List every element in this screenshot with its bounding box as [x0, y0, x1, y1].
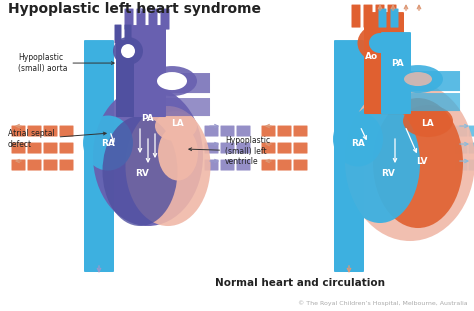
Ellipse shape: [93, 86, 203, 226]
FancyBboxPatch shape: [262, 160, 275, 170]
FancyBboxPatch shape: [237, 142, 250, 154]
FancyBboxPatch shape: [468, 160, 474, 170]
Ellipse shape: [113, 37, 143, 65]
Ellipse shape: [404, 72, 432, 86]
FancyBboxPatch shape: [375, 5, 384, 28]
Ellipse shape: [403, 105, 453, 137]
Ellipse shape: [102, 116, 177, 226]
Ellipse shape: [369, 33, 391, 53]
FancyBboxPatch shape: [165, 98, 210, 116]
FancyBboxPatch shape: [381, 32, 411, 114]
FancyBboxPatch shape: [27, 126, 42, 137]
Text: Hypoplastic left heart syndrome: Hypoplastic left heart syndrome: [8, 2, 261, 16]
FancyBboxPatch shape: [44, 160, 57, 170]
FancyBboxPatch shape: [116, 40, 134, 117]
FancyBboxPatch shape: [115, 25, 121, 44]
FancyBboxPatch shape: [277, 126, 292, 137]
Ellipse shape: [157, 72, 187, 90]
FancyBboxPatch shape: [410, 93, 460, 111]
FancyBboxPatch shape: [27, 142, 42, 154]
FancyBboxPatch shape: [334, 40, 364, 272]
Text: Hypoplastic
(small) aorta: Hypoplastic (small) aorta: [18, 53, 114, 73]
FancyBboxPatch shape: [455, 142, 467, 154]
FancyBboxPatch shape: [204, 142, 219, 154]
FancyBboxPatch shape: [137, 9, 146, 30]
FancyBboxPatch shape: [11, 142, 26, 154]
Text: RV: RV: [381, 169, 395, 178]
FancyBboxPatch shape: [60, 142, 73, 154]
FancyBboxPatch shape: [277, 160, 292, 170]
Ellipse shape: [158, 126, 198, 180]
Text: LV: LV: [416, 156, 428, 165]
Text: Ao: Ao: [365, 52, 379, 61]
FancyBboxPatch shape: [410, 71, 460, 91]
Text: LA: LA: [422, 118, 434, 128]
Ellipse shape: [155, 111, 197, 141]
Ellipse shape: [340, 103, 420, 223]
Text: LA: LA: [172, 118, 184, 128]
Ellipse shape: [357, 24, 402, 62]
Ellipse shape: [83, 116, 133, 170]
FancyBboxPatch shape: [468, 126, 474, 137]
FancyBboxPatch shape: [379, 9, 386, 28]
Text: Normal heart and circulation: Normal heart and circulation: [215, 278, 385, 288]
FancyBboxPatch shape: [11, 160, 26, 170]
Text: RV: RV: [135, 169, 149, 178]
FancyBboxPatch shape: [125, 9, 134, 30]
Ellipse shape: [121, 44, 135, 58]
FancyBboxPatch shape: [60, 126, 73, 137]
Text: Atrial septal
defect: Atrial septal defect: [8, 129, 106, 149]
FancyBboxPatch shape: [364, 5, 373, 28]
FancyBboxPatch shape: [44, 142, 57, 154]
FancyBboxPatch shape: [237, 160, 250, 170]
FancyBboxPatch shape: [220, 142, 235, 154]
FancyBboxPatch shape: [161, 9, 170, 30]
FancyBboxPatch shape: [277, 142, 292, 154]
FancyBboxPatch shape: [364, 12, 404, 114]
FancyBboxPatch shape: [148, 9, 157, 30]
FancyBboxPatch shape: [220, 160, 235, 170]
Text: PA: PA: [142, 114, 155, 123]
Ellipse shape: [147, 66, 197, 96]
FancyBboxPatch shape: [204, 126, 219, 137]
FancyBboxPatch shape: [293, 160, 308, 170]
FancyBboxPatch shape: [293, 142, 308, 154]
Ellipse shape: [393, 65, 443, 93]
FancyBboxPatch shape: [60, 160, 73, 170]
Ellipse shape: [126, 106, 210, 226]
Text: © The Royal Children’s Hospital, Melbourne, Australia: © The Royal Children’s Hospital, Melbour…: [298, 300, 468, 306]
FancyBboxPatch shape: [129, 25, 166, 117]
FancyBboxPatch shape: [455, 126, 467, 137]
Text: PA: PA: [392, 58, 404, 67]
Text: RA: RA: [101, 138, 115, 147]
FancyBboxPatch shape: [44, 126, 57, 137]
FancyBboxPatch shape: [352, 5, 361, 28]
FancyBboxPatch shape: [27, 160, 42, 170]
Text: RA: RA: [351, 138, 365, 147]
FancyBboxPatch shape: [84, 40, 114, 272]
FancyBboxPatch shape: [293, 126, 308, 137]
FancyBboxPatch shape: [391, 9, 399, 28]
Text: Hypoplastic
(small) left
ventricle: Hypoplastic (small) left ventricle: [189, 136, 270, 166]
FancyBboxPatch shape: [220, 126, 235, 137]
FancyBboxPatch shape: [468, 142, 474, 154]
FancyBboxPatch shape: [237, 126, 250, 137]
Ellipse shape: [373, 98, 463, 228]
FancyBboxPatch shape: [388, 5, 396, 28]
FancyBboxPatch shape: [204, 160, 219, 170]
FancyBboxPatch shape: [455, 160, 467, 170]
Ellipse shape: [333, 112, 383, 166]
FancyBboxPatch shape: [11, 126, 26, 137]
Ellipse shape: [345, 81, 474, 241]
FancyBboxPatch shape: [165, 73, 210, 93]
FancyBboxPatch shape: [125, 25, 131, 44]
FancyBboxPatch shape: [262, 142, 275, 154]
FancyBboxPatch shape: [262, 126, 275, 137]
